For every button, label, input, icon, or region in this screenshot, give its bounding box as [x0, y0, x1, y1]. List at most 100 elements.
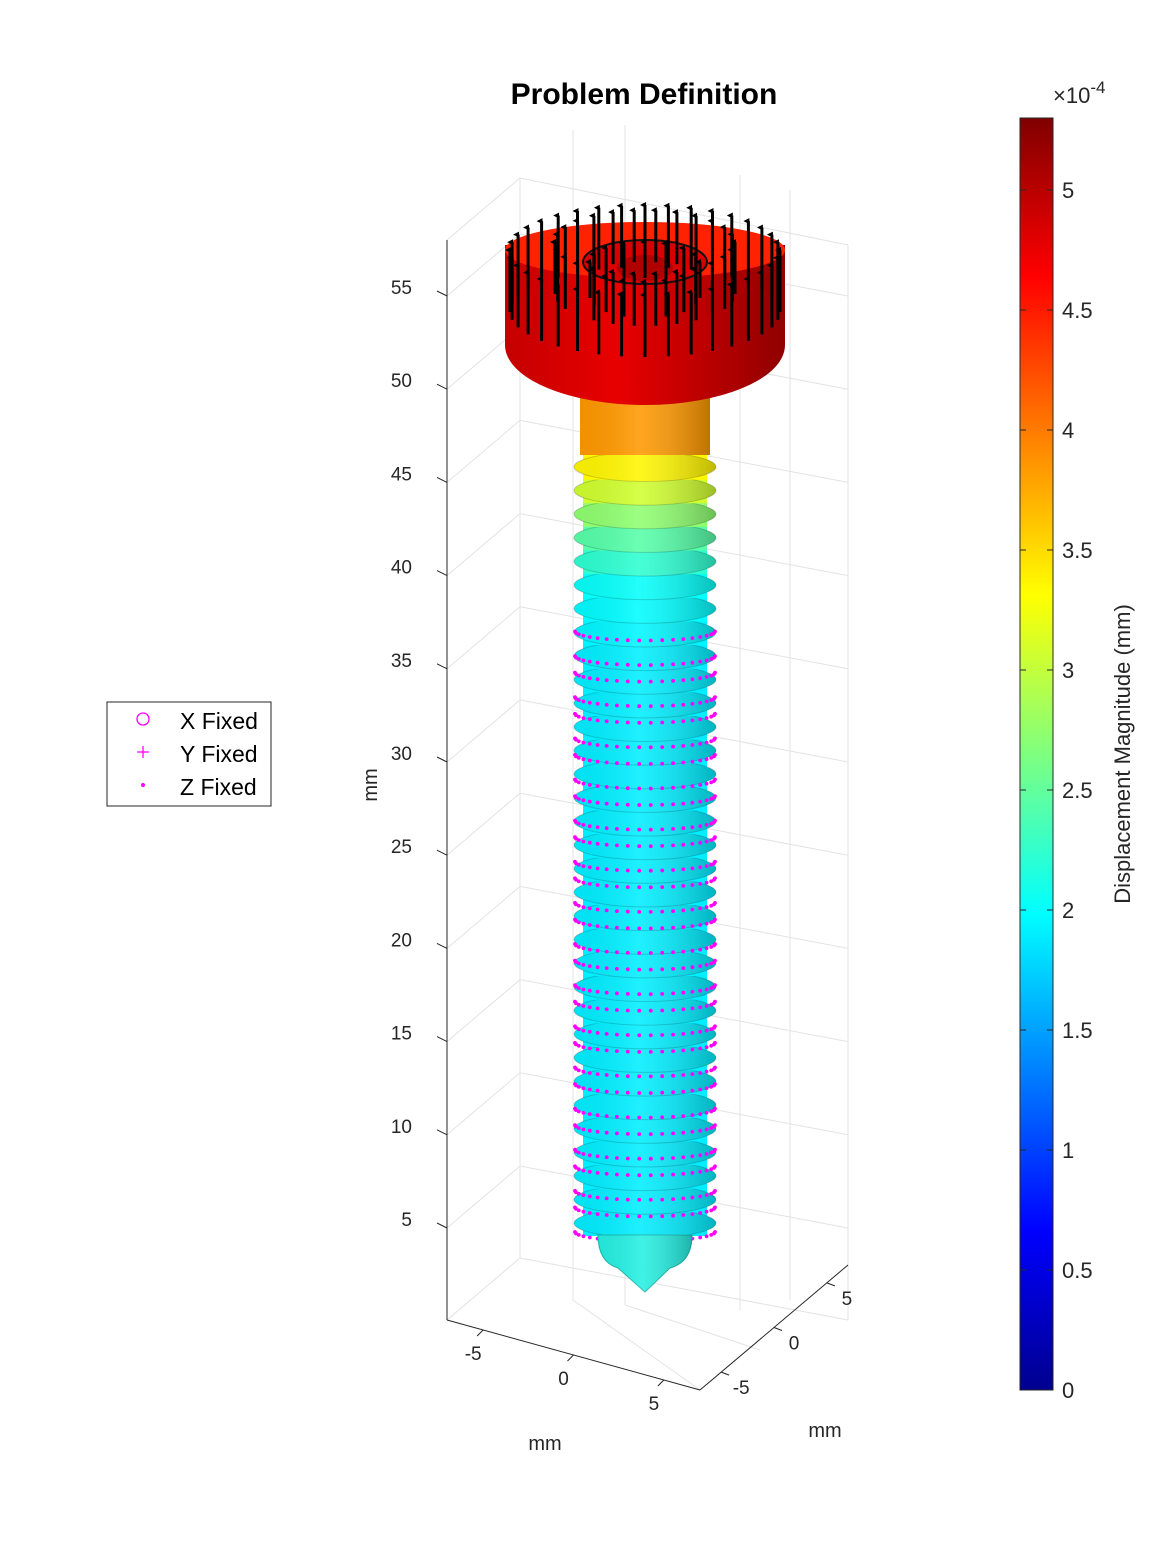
- fixed-marker: [660, 868, 665, 873]
- fixed-marker: [637, 1173, 642, 1178]
- fixed-marker: [698, 988, 703, 993]
- fixed-marker: [576, 698, 581, 702]
- screw-threads: [573, 451, 717, 1239]
- z-ticks: 5 10 15 20 25 30 35 40 45 50 55: [391, 278, 448, 1231]
- fixed-marker: [637, 926, 642, 931]
- fixed-marker: [587, 1211, 592, 1215]
- fixed-marker: [681, 867, 686, 872]
- x-tick-mark: [567, 1354, 574, 1362]
- fixed-marker: [709, 879, 714, 884]
- fixed-marker: [625, 1115, 630, 1120]
- fixed-marker: [709, 1043, 714, 1048]
- fixed-marker: [625, 679, 630, 684]
- fixed-marker: [713, 654, 717, 658]
- fixed-marker: [648, 1115, 653, 1120]
- fixed-marker: [615, 925, 619, 930]
- fixed-marker: [671, 1073, 675, 1078]
- fixed-marker: [587, 1005, 592, 1010]
- fixed-marker: [660, 992, 665, 996]
- fixed-marker: [615, 720, 619, 724]
- fixed-marker: [648, 745, 653, 750]
- fixed-marker: [615, 1090, 619, 1095]
- fixed-marker: [660, 844, 665, 848]
- fixed-marker: [704, 675, 709, 679]
- fixed-marker: [671, 1131, 675, 1136]
- fixed-marker: [574, 1108, 578, 1112]
- fixed-marker: [671, 991, 675, 996]
- fixed-marker: [587, 906, 592, 911]
- fixed-marker: [713, 753, 717, 757]
- fixed-marker: [648, 762, 653, 766]
- fixed-marker: [574, 795, 578, 800]
- fixed-marker: [698, 758, 703, 763]
- fixed-marker: [587, 700, 592, 705]
- y-tick-mark: [720, 1371, 730, 1376]
- fixed-marker: [587, 758, 592, 763]
- fixed-marker: [698, 882, 703, 886]
- fixed-marker: [704, 987, 709, 992]
- fixed-marker: [576, 673, 581, 678]
- fixed-marker: [574, 902, 578, 907]
- fixed-marker: [637, 1214, 642, 1219]
- z-gridline: [446, 792, 521, 856]
- fixed-marker: [690, 965, 695, 970]
- fixed-marker: [604, 785, 609, 789]
- fixed-marker: [709, 961, 714, 966]
- legend-label: X Fixed: [180, 708, 258, 734]
- fixed-marker: [709, 1150, 714, 1155]
- fixed-marker: [581, 880, 586, 885]
- fixed-marker: [713, 876, 717, 881]
- fixed-marker: [660, 950, 665, 955]
- fixed-marker: [615, 703, 619, 708]
- fixed-marker: [637, 1156, 642, 1161]
- z-tick-mark: [436, 1129, 448, 1136]
- thread-ring-shade: [574, 546, 716, 577]
- z-tick-mark: [436, 383, 448, 390]
- fixed-marker: [625, 1214, 630, 1219]
- fixed-marker: [581, 946, 586, 951]
- fixed-marker: [671, 761, 675, 766]
- fixed-marker: [576, 1085, 581, 1089]
- fixed-marker: [604, 884, 609, 888]
- fixed-marker: [709, 739, 714, 744]
- fixed-marker: [576, 1191, 581, 1196]
- thread-ring-shade: [574, 1019, 716, 1049]
- z-gridline: [446, 1072, 521, 1136]
- fixed-marker: [704, 1111, 709, 1115]
- fixed-marker: [671, 843, 675, 848]
- fixed-marker: [690, 636, 695, 640]
- fixed-marker: [604, 1073, 609, 1077]
- colorbar-tick-label: 0: [1062, 1378, 1074, 1403]
- fixed-marker: [690, 1031, 695, 1035]
- fixed-marker: [690, 759, 695, 764]
- fixed-marker: [690, 1129, 695, 1134]
- fixed-marker: [574, 1067, 578, 1071]
- thread-ring-shade: [574, 593, 716, 624]
- fixed-marker: [576, 1068, 581, 1073]
- fixed-marker: [587, 824, 592, 829]
- fixed-marker: [648, 1074, 653, 1079]
- fixed-marker: [574, 713, 578, 718]
- fixed-marker: [615, 679, 619, 683]
- fixed-marker: [681, 826, 686, 831]
- fixed-marker: [595, 636, 600, 640]
- thread-ring-shade: [574, 995, 716, 1026]
- fixed-marker: [581, 740, 586, 745]
- fixed-marker: [704, 946, 709, 951]
- fixed-marker: [604, 1171, 609, 1176]
- colorbar-tick-label: 4: [1062, 418, 1074, 443]
- fixed-marker: [660, 1074, 665, 1079]
- fixed-marker: [660, 1173, 665, 1177]
- thread-ring-shade: [574, 877, 716, 907]
- fixed-marker: [595, 800, 600, 805]
- fixed-marker: [648, 704, 653, 709]
- fixed-marker: [625, 950, 630, 955]
- fixed-marker: [704, 1086, 709, 1091]
- fixed-marker: [648, 663, 653, 667]
- x-tick-mark: [476, 1329, 484, 1337]
- fixed-marker: [704, 963, 709, 967]
- fixed-marker: [595, 1031, 600, 1035]
- fixed-marker: [648, 786, 653, 791]
- thread-ring-shade: [574, 1208, 716, 1238]
- fixed-marker: [581, 864, 586, 868]
